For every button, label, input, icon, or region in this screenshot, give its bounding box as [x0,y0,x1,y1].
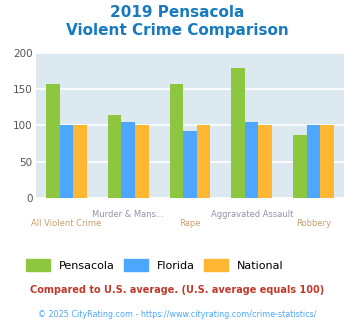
Text: Compared to U.S. average. (U.S. average equals 100): Compared to U.S. average. (U.S. average … [31,285,324,295]
Bar [108,115,121,198]
Legend: Pensacola, Florida, National: Pensacola, Florida, National [26,259,284,271]
Bar [60,125,73,198]
Bar [183,131,197,198]
Bar [258,125,272,198]
Text: Violent Crime Comparison: Violent Crime Comparison [66,23,289,38]
Bar [170,84,183,198]
Bar [197,125,210,198]
Bar [135,125,148,198]
Bar [121,122,135,198]
Bar [293,135,307,198]
Text: Murder & Mans...: Murder & Mans... [92,210,164,218]
Text: © 2025 CityRating.com - https://www.cityrating.com/crime-statistics/: © 2025 CityRating.com - https://www.city… [38,310,317,318]
Bar [46,84,60,198]
Bar [307,125,320,198]
Text: Rape: Rape [179,219,201,228]
Text: All Violent Crime: All Violent Crime [31,219,102,228]
Bar [231,68,245,198]
Text: Robbery: Robbery [296,219,331,228]
Bar [245,122,258,198]
Text: Aggravated Assault: Aggravated Assault [211,210,293,218]
Text: 2019 Pensacola: 2019 Pensacola [110,5,245,20]
Bar [320,125,334,198]
Bar [73,125,87,198]
